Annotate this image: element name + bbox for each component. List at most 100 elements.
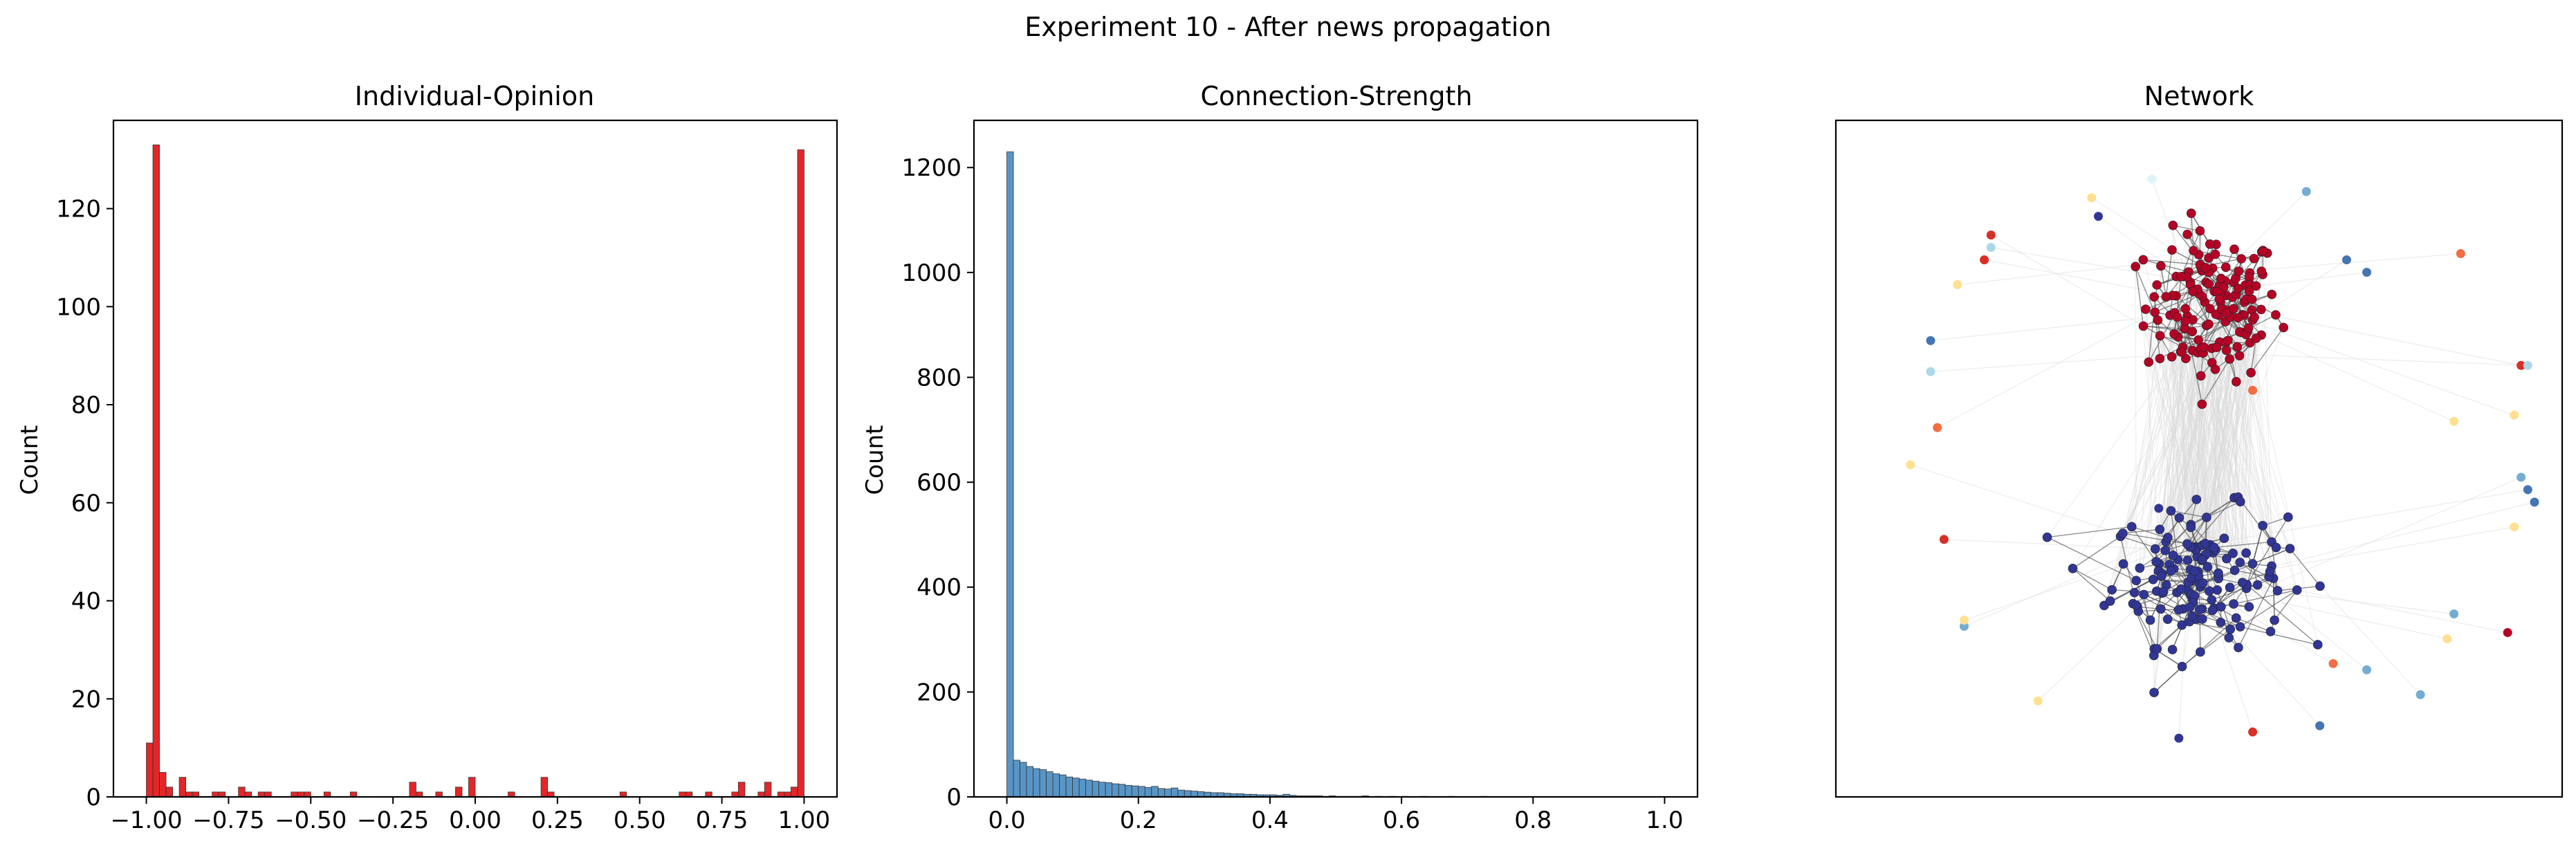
network-node — [2182, 555, 2193, 565]
network-node — [2214, 294, 2225, 304]
network-edge — [2111, 315, 2188, 590]
connection-histogram-frame — [973, 119, 1699, 798]
network-node — [2241, 548, 2251, 558]
network-edge — [2248, 372, 2252, 607]
network-node — [2232, 342, 2243, 352]
opinion-histogram-ytick-label: 60 — [71, 490, 101, 517]
network-edge — [2189, 284, 2251, 622]
network-node — [2250, 312, 2259, 322]
opinion-histogram-ytick-label: 20 — [71, 686, 101, 713]
network-node-outlier — [2315, 721, 2325, 730]
network-edge — [2142, 326, 2162, 576]
connection-histogram-bar — [1098, 782, 1106, 798]
connection-histogram-bar — [1059, 774, 1067, 798]
network-node-outlier — [2248, 385, 2258, 395]
network-edge — [2190, 501, 2241, 526]
network-edge — [2225, 342, 2241, 502]
connection-histogram-ytick-label: 200 — [917, 679, 962, 706]
network-edge — [2240, 626, 2318, 645]
network-node — [2152, 644, 2162, 654]
network-edge — [2172, 225, 2191, 596]
network-node-outlier — [2510, 522, 2519, 532]
network-node-outlier — [2147, 174, 2157, 184]
network-node — [2256, 304, 2266, 315]
network-node — [2195, 226, 2205, 236]
network-edge — [2135, 266, 2144, 327]
connection-histogram-title: Connection-Strength — [1200, 81, 1472, 111]
network-edge — [2229, 358, 2272, 567]
network-node — [2235, 497, 2245, 507]
connection-histogram-ytick-label: 800 — [917, 364, 962, 392]
network-node — [2247, 559, 2258, 569]
network-edge — [2136, 591, 2178, 606]
network-edge — [1910, 464, 2202, 561]
network-edge — [2160, 335, 2204, 348]
network-node — [2235, 622, 2245, 632]
network-node-outlier — [2442, 634, 2452, 643]
network-node — [2228, 549, 2238, 558]
network-node — [2162, 614, 2173, 624]
network-node — [2187, 611, 2198, 621]
network-node — [2167, 245, 2177, 255]
network-node — [2168, 551, 2178, 560]
network-node — [2233, 284, 2243, 293]
connection-histogram-xtick-label: 0.0 — [988, 807, 1026, 834]
network-node — [2207, 595, 2217, 605]
connection-histogram-bar — [1092, 780, 1100, 798]
network-edge — [2250, 327, 2284, 374]
network-panel: Network — [1834, 81, 2564, 798]
network-node — [2158, 587, 2169, 597]
network-edge — [2197, 372, 2252, 572]
network-node — [2204, 586, 2214, 596]
network-edge — [2236, 617, 2271, 632]
network-edge — [2160, 335, 2191, 528]
network-node — [2176, 584, 2186, 594]
network-node-outlier — [2523, 485, 2532, 495]
connection-histogram-bar — [1006, 151, 1014, 798]
network-node — [2229, 304, 2238, 314]
network-node-outlier — [1986, 243, 1996, 252]
network-node — [2244, 286, 2254, 296]
network-node — [2205, 304, 2215, 314]
network-node — [2204, 279, 2214, 289]
opinion-histogram-bar — [791, 787, 798, 798]
connection-histogram-xtick-label: 0.6 — [1383, 807, 1420, 834]
network-node — [2258, 246, 2268, 257]
network-edge — [2104, 291, 2193, 606]
network-node — [2279, 322, 2289, 333]
network-node — [2160, 546, 2171, 555]
network-node — [2107, 585, 2117, 595]
network-node-outlier — [2449, 609, 2459, 618]
network-edge — [2155, 376, 2202, 549]
network-node — [2189, 246, 2198, 256]
network-edge — [2176, 253, 2461, 277]
connection-histogram-xtick-label: 0.8 — [1514, 807, 1552, 834]
network-edge — [2153, 331, 2248, 656]
network-node — [2198, 614, 2207, 624]
network-node — [2188, 286, 2198, 296]
network-edge — [2164, 347, 2217, 551]
network-edge — [2157, 320, 2219, 573]
network-node — [2068, 563, 2078, 573]
network-node-outlier — [1960, 621, 1969, 631]
network-edge — [2180, 502, 2535, 590]
network-node — [2225, 582, 2235, 593]
network-node-outlier — [1906, 460, 1915, 470]
opinion-histogram-bar — [159, 772, 167, 798]
network-node — [2151, 557, 2162, 567]
opinion-histogram-xtick-label: 0.00 — [449, 807, 502, 834]
network-node — [2186, 208, 2196, 219]
network-node — [2177, 661, 2187, 672]
network-edge — [2120, 362, 2213, 537]
network-edge — [2172, 351, 2182, 555]
network-edge — [2176, 317, 2184, 348]
opinion-histogram-bars — [146, 145, 804, 798]
opinion-histogram-axes: −1.00 −0.75 −0.50 −0.25 0.00 0.25 0.50 0.75 1.00… — [56, 119, 838, 834]
opinion-histogram-bar — [797, 149, 804, 798]
network-node-outlier — [2456, 249, 2465, 259]
network-node — [2256, 266, 2267, 276]
network-node — [2315, 581, 2325, 591]
network-node — [2232, 376, 2241, 387]
connection-histogram-bar — [1157, 788, 1166, 798]
network-node — [2174, 513, 2184, 523]
